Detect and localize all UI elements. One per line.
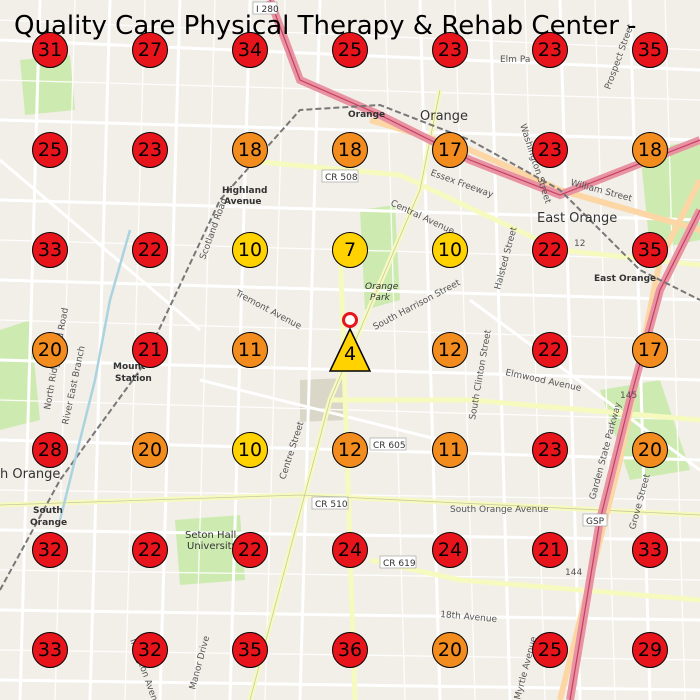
place-label-highland-2: Avenue <box>224 197 262 207</box>
destination-marker[interactable]: 4 <box>328 327 372 373</box>
place-label-orange-park: Orange <box>365 282 399 292</box>
freeway-centerline <box>269 0 700 700</box>
road-label-cr605: CR 605 <box>373 441 406 451</box>
travel-time-marker[interactable]: 22 <box>132 232 168 268</box>
river <box>58 229 132 521</box>
travel-time-marker[interactable]: 35 <box>232 632 268 668</box>
place-label-east-orange-station: East Orange <box>594 274 656 284</box>
travel-time-marker[interactable]: 7 <box>332 232 368 268</box>
travel-time-marker[interactable]: 36 <box>332 632 368 668</box>
place-label-south-orange-2: Orange <box>30 518 67 528</box>
travel-time-marker[interactable]: 10 <box>232 232 268 268</box>
road-label-145: 145 <box>620 391 637 401</box>
travel-time-marker[interactable]: 11 <box>232 332 268 368</box>
travel-time-marker[interactable]: 23 <box>532 432 568 468</box>
travel-time-marker[interactable]: 29 <box>632 632 668 668</box>
travel-time-marker[interactable]: 21 <box>532 532 568 568</box>
travel-time-marker[interactable]: 22 <box>532 332 568 368</box>
place-label-orange-park-2: Park <box>370 293 391 303</box>
travel-time-marker[interactable]: 25 <box>332 32 368 68</box>
travel-time-marker[interactable]: 23 <box>532 32 568 68</box>
travel-time-marker[interactable]: 10 <box>432 232 468 268</box>
place-label-orange: Orange <box>420 109 468 124</box>
travel-time-marker[interactable]: 21 <box>132 332 168 368</box>
travel-time-marker[interactable]: 24 <box>432 532 468 568</box>
travel-time-marker[interactable]: 18 <box>232 132 268 168</box>
place-label-east-orange: East Orange <box>537 211 617 226</box>
map-title: Quality Care Physical Therapy & Rehab Ce… <box>14 11 637 41</box>
travel-time-marker[interactable]: 20 <box>632 432 668 468</box>
travel-time-marker[interactable]: 34 <box>232 32 268 68</box>
travel-time-marker[interactable]: 10 <box>232 432 268 468</box>
place-label-mountain-station: Mount <box>113 362 146 372</box>
place-label-mountain-station-2: Station <box>115 374 152 384</box>
travel-time-marker[interactable]: 35 <box>632 32 668 68</box>
travel-time-marker[interactable]: 33 <box>32 632 68 668</box>
travel-time-marker[interactable]: 25 <box>32 132 68 168</box>
road-label-elm: Elm Pa <box>500 55 530 65</box>
travel-time-marker[interactable]: 23 <box>432 32 468 68</box>
travel-time-marker[interactable]: 33 <box>632 532 668 568</box>
travel-time-marker[interactable]: 35 <box>632 232 668 268</box>
travel-time-marker[interactable]: 27 <box>132 32 168 68</box>
travel-time-marker[interactable]: 31 <box>32 32 68 68</box>
railroads <box>0 103 700 591</box>
destination-triangle-icon <box>328 327 372 372</box>
travel-time-marker[interactable]: 32 <box>132 632 168 668</box>
travel-time-marker[interactable]: 28 <box>32 432 68 468</box>
place-label-south-orange: South <box>33 506 63 516</box>
travel-time-marker[interactable]: 12 <box>432 332 468 368</box>
origin-pin <box>342 312 358 328</box>
road-label-cr508: CR 508 <box>325 173 358 183</box>
road-label-18th-ave: 18th Avenue <box>440 610 498 625</box>
travel-time-marker[interactable]: 33 <box>32 232 68 268</box>
road-label-i280: I 280 <box>256 5 279 15</box>
travel-time-marker[interactable]: 22 <box>232 532 268 568</box>
place-label-seton-hall: Seton Hall <box>185 530 236 541</box>
place-labels: Orange East Orange Highland Avenue East … <box>0 109 656 552</box>
travel-time-marker[interactable]: 32 <box>32 532 68 568</box>
travel-time-marker[interactable]: 20 <box>432 632 468 668</box>
road-label-south-orange-ave: South Orange Avenue <box>450 505 549 515</box>
road-label-gsp: GSP <box>586 517 605 527</box>
place-label-orange-station: Orange <box>348 110 385 120</box>
travel-time-marker[interactable]: 22 <box>132 532 168 568</box>
travel-time-marker[interactable]: 22 <box>532 232 568 268</box>
travel-time-marker[interactable]: 17 <box>432 132 468 168</box>
travel-time-marker[interactable]: 11 <box>432 432 468 468</box>
road-label-cr510: CR 510 <box>315 500 348 510</box>
travel-time-marker[interactable]: 18 <box>332 132 368 168</box>
travel-time-marker[interactable]: 20 <box>132 432 168 468</box>
travel-time-marker[interactable]: 12 <box>332 432 368 468</box>
travel-time-marker[interactable]: 17 <box>632 332 668 368</box>
travel-time-marker[interactable]: 18 <box>632 132 668 168</box>
road-label-12: 12 <box>574 239 585 249</box>
place-label-highland: Highland <box>222 186 267 196</box>
place-label-seton-hall-2: University <box>187 541 238 552</box>
destination-marker-value: 4 <box>344 343 356 365</box>
travel-time-marker[interactable]: 23 <box>132 132 168 168</box>
travel-time-marker[interactable]: 25 <box>532 632 568 668</box>
travel-time-marker[interactable]: 20 <box>32 332 68 368</box>
travel-time-marker[interactable]: 23 <box>532 132 568 168</box>
road-label-cr619: CR 619 <box>383 559 416 569</box>
travel-time-marker[interactable]: 24 <box>332 532 368 568</box>
place-label-south-orange-left: h Orange <box>0 467 60 482</box>
road-label-144: 144 <box>565 568 582 578</box>
